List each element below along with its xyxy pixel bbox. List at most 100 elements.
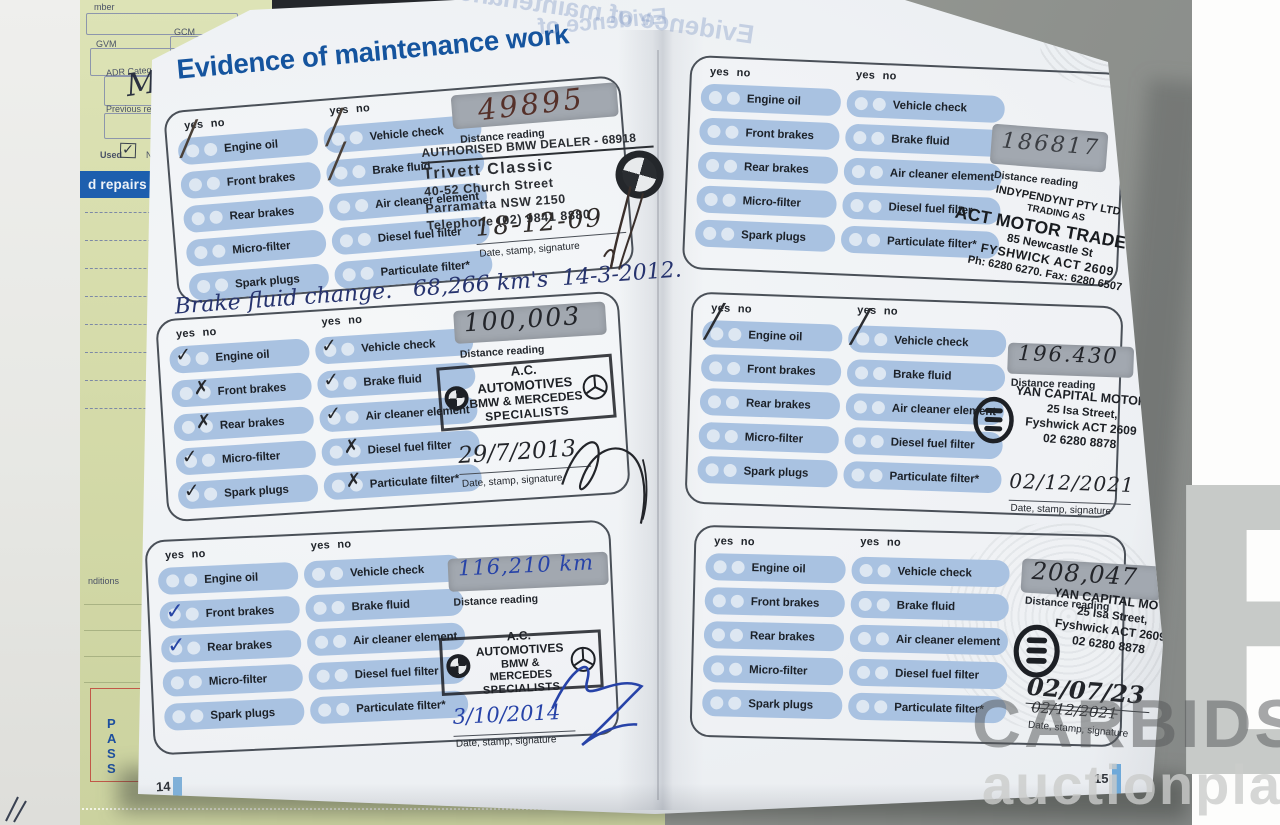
no-dot [726,91,741,106]
no-dot [725,395,740,410]
service-item-micro-filter: Micro-filter [702,655,844,686]
service-item-label: Micro-filter [221,450,281,466]
service-item-front-brakes: Front brakes [700,353,842,386]
page-number-right: 15 [1094,771,1109,786]
handwritten-distance: 208,047 [1031,556,1139,592]
handwritten-mark: ✓ [181,445,199,469]
yes-no-header: yes no [709,65,751,80]
no-dot [720,227,735,241]
distance-reading-box: 100,003 [453,301,607,344]
handwritten-mark: ✓ [320,334,338,358]
yes-dot [329,445,344,460]
service-item-label: Front brakes [205,604,275,620]
service-item-label: Brake fluid [892,368,952,383]
yes-dot [707,124,721,139]
conditions-label: nditions [88,576,120,586]
service-item-label: Vehicle check [892,99,968,115]
service-item-rear-brakes: Rear brakes [703,621,845,652]
service-item-label: Air cleaner element [895,633,1001,649]
service-item-label: Micro-filter [744,431,804,446]
yes-dot [314,635,329,650]
no-dot [730,594,744,608]
service-item-label: Vehicle check [349,564,425,580]
yes-dot [854,366,869,380]
yes-dot [854,96,869,111]
handwritten-mark: ✓ [174,343,192,367]
perforation-edge [82,808,660,810]
yes-dot [706,429,721,443]
no-dot [332,634,347,649]
maintenance-record-block: yes no yes no Engine oil ✓ Front brakes ✗ … [155,290,648,524]
service-item-diesel-filter: Diesel fuel filter ✗ [320,429,481,467]
dealer-stamp-yan-capital: YAN CAPITAL MOTOR 25 Isa Street, Fyshwic… [1006,585,1163,678]
yes-dot [708,90,723,105]
handwritten-mark: ╱ [704,302,725,341]
no-dot [203,142,218,157]
service-item-front-brakes: Front brakes ✗ [170,372,313,408]
service-item-front-brakes: Front brakes [179,161,322,200]
no-dot [183,573,198,587]
maintenance-record-block: yes no yes no Engine oil ╱ Front brakes R… [684,291,1156,519]
page-tab [1112,764,1121,796]
form-line [85,268,161,269]
no-dot [206,176,221,191]
handwritten-mark: ✓ [324,402,342,426]
service-item-label: Brake fluid [351,598,411,614]
no-dot [209,210,224,225]
service-item-particulate-filter: Particulate filter* [843,460,1002,494]
handwritten-mark: ✓ [183,479,201,503]
service-item-label: Brake fluid [896,599,956,614]
service-item-air-cleaner: Air cleaner element [849,624,1009,656]
no-dot [334,668,348,683]
handwritten-mark: ✓ [165,598,185,625]
yes-dot [331,479,346,493]
service-item-label: Rear brakes [745,397,811,412]
yes-no-header: yes no [164,547,206,562]
yes-dot [858,597,872,612]
service-item-brake-fluid: Brake fluid [305,588,465,623]
yes-dot [856,665,871,680]
yes-no-header: yes no [714,535,756,549]
yes-dot [702,226,717,241]
no-dot [731,560,745,574]
handwritten-distance: 49895 [475,81,587,128]
service-item-label: Front brakes [750,596,820,610]
no-dot [190,709,204,723]
gvm-label: GVM [96,39,117,49]
service-item-label: Rear brakes [749,630,815,644]
service-item-label: Brake fluid [891,133,950,148]
no-dot [349,130,364,145]
stamp-text: YAN CAPITAL MOTOR 25 Isa Street, Fyshwic… [1047,585,1163,660]
handwritten-mark: ╱ [850,307,871,346]
no-dot [875,632,890,646]
service-item-label: Diesel fuel filter [894,667,980,682]
yes-dot [853,130,867,145]
no-dot [868,199,882,214]
no-dot [872,97,887,112]
service-item-vehicle-check: Vehicle check [846,89,1006,124]
no-dot [723,159,738,173]
no-dot [335,702,350,717]
service-item-label: Micro-filter [748,664,808,678]
yes-dot [713,560,727,574]
no-dot [728,696,742,710]
service-item-label: Diesel fuel filter [367,439,452,457]
auctionplace-watermark: auctionplace [982,753,1280,816]
gcm-label: GCM [174,27,195,37]
handwritten-mark: ╱ [323,107,346,147]
yes-dot [856,699,870,714]
form-field-label: mber [94,2,115,12]
no-dot [877,564,891,578]
yes-no-header: yes no [310,538,352,553]
service-item-vehicle-check: Vehicle check [851,556,1010,588]
no-dot [329,566,344,581]
no-dot [871,131,885,146]
handwritten-mark: ╱ [326,141,349,181]
yes-dot [859,563,873,578]
service-item-label: Vehicle check [897,565,972,580]
service-item-label: Rear brakes [207,639,273,654]
yes-no-header: yes no [860,535,902,549]
no-dot [723,463,737,478]
service-item-brake-fluid: Brake fluid [850,590,1010,622]
form-line [84,604,156,605]
